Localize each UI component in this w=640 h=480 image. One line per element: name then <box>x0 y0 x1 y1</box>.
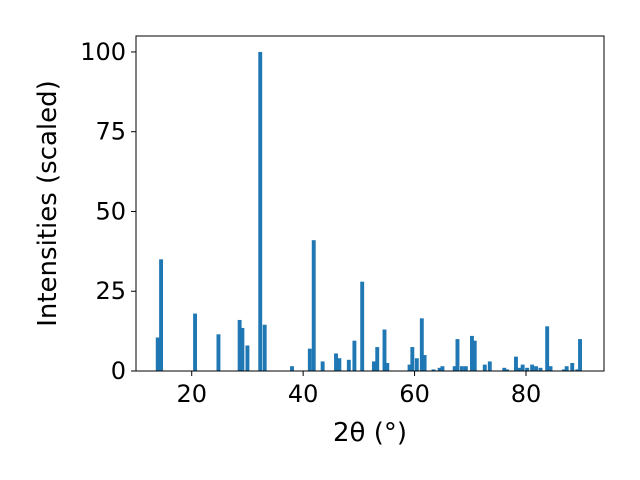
x-tick-label: 80 <box>511 380 542 408</box>
bar <box>422 355 427 371</box>
bar <box>561 369 566 371</box>
bar <box>245 345 250 371</box>
bar <box>487 361 492 371</box>
bar <box>520 364 525 371</box>
bar <box>530 364 535 371</box>
bar <box>538 367 543 371</box>
bar <box>517 367 522 371</box>
x-tick-label: 60 <box>399 380 430 408</box>
bar <box>470 335 474 371</box>
bars-group <box>155 51 582 371</box>
bar <box>419 318 424 371</box>
bar <box>472 340 477 371</box>
bar <box>505 369 510 371</box>
bar <box>431 369 436 371</box>
bar <box>564 366 569 371</box>
plot-frame <box>135 35 605 372</box>
ticks-group: 20 40 60 80 0 25 50 75 100 <box>80 38 541 408</box>
bar <box>382 329 387 371</box>
bar <box>337 358 342 371</box>
bar <box>346 359 351 371</box>
bar <box>237 319 242 371</box>
bar <box>375 347 380 371</box>
bar <box>414 358 419 371</box>
bar <box>502 367 507 371</box>
bar <box>193 313 198 371</box>
bar <box>545 326 550 371</box>
bar <box>334 353 338 371</box>
bar <box>482 364 487 371</box>
y-tick-label: 0 <box>111 357 126 385</box>
bar <box>463 366 468 371</box>
bar <box>455 339 460 371</box>
y-tick-label: 25 <box>95 277 126 305</box>
bar <box>514 356 518 371</box>
bar <box>525 367 530 371</box>
bar <box>452 366 457 371</box>
bar <box>216 334 221 371</box>
bar <box>320 361 325 371</box>
x-tick-label: 20 <box>176 380 207 408</box>
bar <box>262 324 267 371</box>
bar <box>534 366 538 371</box>
bar <box>371 361 376 371</box>
y-tick-label: 75 <box>95 118 126 146</box>
bar <box>258 51 263 371</box>
bar <box>575 369 580 371</box>
bar <box>360 281 365 371</box>
bar <box>311 240 316 371</box>
y-axis-label: Intensities (scaled) <box>33 80 63 327</box>
bar <box>240 327 245 371</box>
bar <box>410 347 415 371</box>
bar <box>385 363 390 371</box>
x-tick-label: 40 <box>288 380 319 408</box>
bar <box>407 364 412 371</box>
bar <box>578 339 582 371</box>
bar <box>440 366 445 371</box>
x-axis-label: 2θ (°) <box>333 418 407 448</box>
bar <box>159 259 164 371</box>
bar <box>307 348 312 371</box>
y-tick-label: 50 <box>95 197 126 225</box>
y-tick-label: 100 <box>80 38 126 66</box>
bar <box>437 367 442 371</box>
bar <box>548 366 553 371</box>
bar <box>459 366 464 371</box>
bar <box>290 366 294 371</box>
bar <box>155 337 160 371</box>
bar <box>570 363 575 371</box>
bar <box>352 340 357 371</box>
